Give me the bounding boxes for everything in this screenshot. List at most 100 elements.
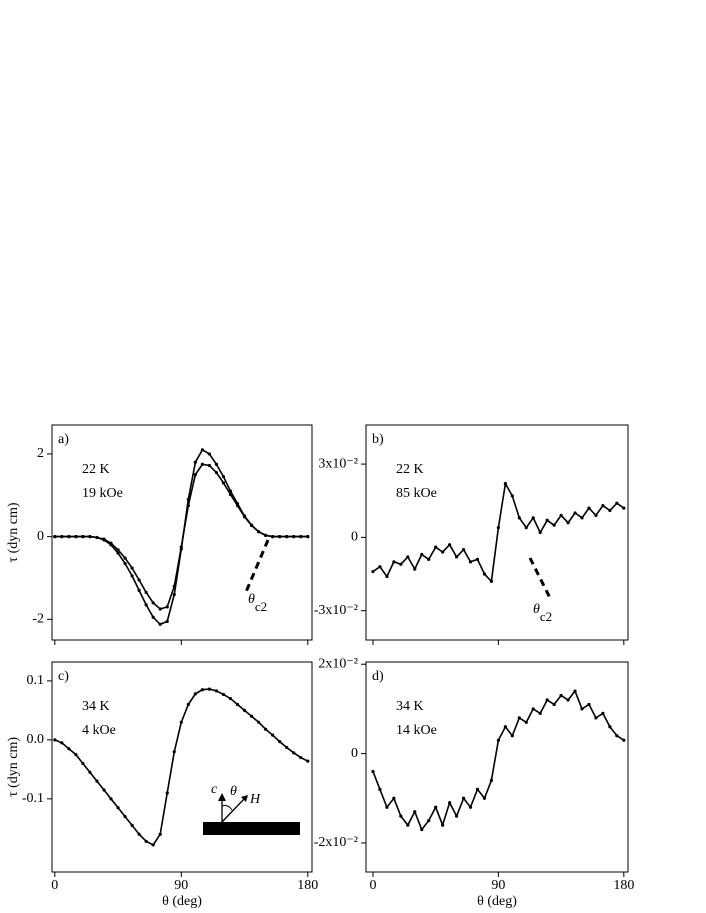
critical-angle-pointer — [528, 557, 552, 599]
critical-angle-subscript: c2 — [540, 609, 552, 624]
data-point — [496, 526, 500, 530]
data-point — [392, 796, 396, 800]
y-tick-label: -0.1 — [22, 791, 44, 806]
y-axis-label: τ (dyn cm) — [6, 502, 21, 562]
data-point — [221, 475, 226, 479]
data-point — [172, 592, 176, 597]
data-point — [165, 791, 169, 795]
data-point — [193, 473, 197, 477]
data-point — [53, 738, 57, 742]
data-point — [399, 562, 403, 566]
data-point — [608, 508, 612, 513]
data-point — [406, 555, 410, 559]
data-point — [116, 551, 120, 555]
data-point — [371, 769, 375, 774]
data-point — [392, 560, 396, 564]
inset-label: c — [211, 782, 218, 797]
plot-frame — [51, 661, 313, 873]
data-point — [249, 523, 254, 528]
data-point — [221, 692, 226, 697]
data-point — [385, 805, 389, 809]
inset-label: θ — [230, 784, 237, 799]
data-point — [461, 796, 466, 800]
annotation: 34 K — [396, 699, 424, 714]
data-point — [580, 516, 584, 520]
data-point — [228, 696, 233, 701]
data-point — [441, 823, 445, 827]
annotation: 85 kOe — [396, 486, 437, 501]
data-point — [545, 698, 549, 702]
data-point — [60, 535, 64, 539]
data-point — [420, 552, 424, 557]
data-point — [299, 755, 303, 760]
data-point — [552, 523, 556, 527]
data-point — [116, 806, 120, 810]
data-point — [482, 572, 487, 576]
x-tick-label: 180 — [297, 878, 318, 893]
critical-angle-symbol: θ — [533, 602, 540, 617]
y-axis-label: τ (dyn cm) — [6, 737, 21, 797]
inset-h-arrowhead — [241, 795, 248, 802]
data-point — [608, 725, 612, 729]
inset-sample — [203, 822, 300, 835]
y-tick-label: -3x10⁻² — [314, 603, 358, 618]
y-tick-label: 0 — [351, 746, 358, 761]
panel-label: a) — [58, 432, 69, 447]
data-point — [406, 823, 410, 827]
data-point — [165, 605, 169, 609]
data-point — [242, 708, 247, 712]
data-point — [214, 470, 219, 475]
data-point — [573, 511, 577, 515]
data-point — [378, 565, 382, 569]
data-point — [510, 494, 514, 498]
critical-angle-symbol: θ — [248, 592, 255, 607]
data-point — [116, 548, 120, 552]
annotation: 14 kOe — [396, 723, 437, 738]
data-point — [496, 738, 500, 742]
y-tick-label: -2 — [32, 612, 44, 627]
data-point — [615, 501, 619, 505]
data-point — [123, 556, 127, 560]
data-point — [510, 734, 514, 738]
data-point — [413, 810, 417, 814]
x-axis-label: θ (deg) — [477, 894, 517, 909]
data-point — [427, 819, 431, 823]
data-point — [158, 607, 162, 611]
data-point — [144, 603, 148, 607]
data-point — [545, 518, 549, 522]
data-point — [531, 516, 535, 520]
data-point — [475, 557, 480, 561]
data-point — [292, 535, 296, 539]
data-point — [531, 707, 535, 711]
data-point — [615, 734, 619, 738]
data-point — [88, 770, 92, 774]
data-point — [566, 698, 570, 702]
annotation: 22 K — [396, 462, 424, 477]
data-point — [454, 555, 459, 559]
data-point — [299, 535, 303, 539]
data-point — [552, 702, 556, 707]
data-point — [200, 462, 204, 466]
annotation: 4 kOe — [82, 723, 116, 738]
data-point — [235, 504, 240, 508]
data-point — [214, 462, 219, 466]
panel-label: c) — [58, 669, 69, 684]
data-point — [517, 516, 521, 520]
annotation: 34 K — [82, 699, 110, 714]
critical-angle-label: θc2 — [248, 592, 267, 614]
data-point — [622, 506, 626, 510]
data-point — [102, 537, 106, 541]
data-point — [200, 688, 204, 692]
data-point — [503, 482, 507, 486]
data-point — [580, 707, 584, 711]
data-point — [158, 832, 162, 836]
data-point — [95, 779, 99, 783]
data-point — [489, 778, 494, 783]
data-point — [594, 716, 598, 720]
data-point — [123, 561, 127, 566]
data-point — [468, 560, 473, 564]
data-point — [81, 535, 85, 539]
data-point — [587, 506, 591, 510]
data-point — [271, 733, 275, 737]
